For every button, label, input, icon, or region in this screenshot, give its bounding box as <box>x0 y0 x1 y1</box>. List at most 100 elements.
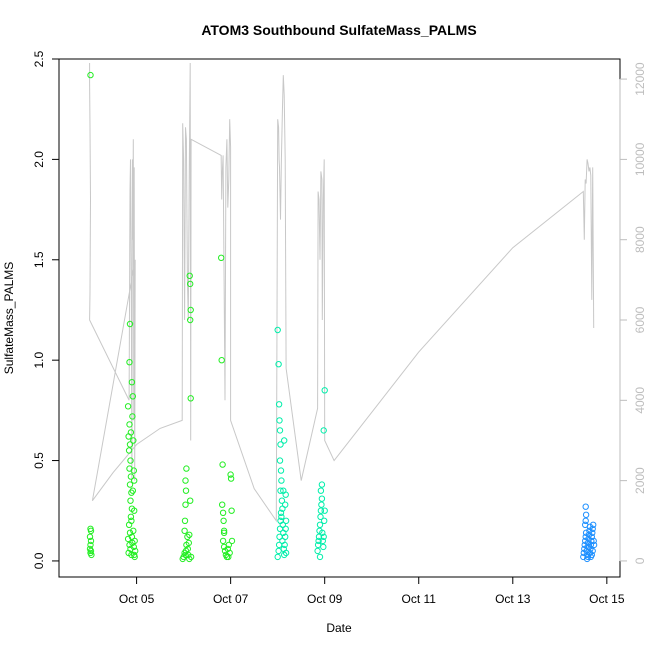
x-axis-label: Date <box>326 621 352 635</box>
data-point <box>277 441 284 448</box>
y2-tick-label: 0 <box>633 557 647 564</box>
x-tick-label: Oct 07 <box>213 592 249 606</box>
data-point <box>128 533 136 540</box>
data-point <box>275 401 283 408</box>
x-tick-label: Oct 09 <box>307 592 343 606</box>
y2-tick-label: 10000 <box>633 142 647 176</box>
data-point <box>127 497 134 504</box>
data-point <box>187 395 194 402</box>
data-point <box>127 473 135 480</box>
data-point <box>128 517 135 524</box>
x-tick-label: Oct 05 <box>119 592 155 606</box>
data-point <box>186 272 193 279</box>
data-point <box>127 429 135 436</box>
data-point <box>316 553 324 561</box>
data-point <box>590 521 597 528</box>
y-tick-label: 1.0 <box>32 351 46 368</box>
scatter-points <box>86 71 598 563</box>
data-point <box>129 539 136 547</box>
data-point <box>126 441 134 448</box>
data-point <box>126 359 133 366</box>
data-point <box>589 529 596 536</box>
data-point <box>277 487 284 494</box>
secondary-series <box>89 62 595 523</box>
data-point <box>589 525 596 532</box>
data-point <box>282 517 290 524</box>
data-point <box>126 320 134 328</box>
data-point <box>182 501 189 508</box>
y-tick-label: 0.5 <box>32 452 46 469</box>
data-point <box>124 403 132 410</box>
data-point <box>227 475 235 482</box>
data-point <box>282 525 289 532</box>
x-tick-label: Oct 15 <box>589 592 625 606</box>
data-point <box>127 513 135 520</box>
data-point <box>130 467 138 474</box>
data-point <box>219 537 227 545</box>
data-point <box>87 71 94 79</box>
data-point <box>276 457 284 464</box>
data-point <box>282 533 289 540</box>
data-point <box>281 541 288 549</box>
data-point <box>317 507 325 514</box>
data-point <box>321 507 328 514</box>
data-point <box>275 361 282 368</box>
data-point <box>218 254 225 261</box>
data-point <box>314 547 321 555</box>
data-point <box>317 487 325 494</box>
data-point <box>126 481 134 488</box>
data-point <box>220 529 228 536</box>
data-point <box>86 533 94 540</box>
y-axis-label: SulfateMass_PALMS <box>2 262 16 375</box>
data-point <box>315 533 323 540</box>
data-point <box>587 553 594 561</box>
data-point <box>321 517 328 524</box>
data-point <box>132 547 139 555</box>
data-point <box>281 437 288 444</box>
data-point <box>582 503 589 510</box>
y-tick-label: 2.5 <box>32 50 46 67</box>
data-point <box>183 465 190 472</box>
data-point <box>87 541 94 549</box>
data-point <box>225 541 233 549</box>
data-point <box>320 543 327 551</box>
x-tick-label: Oct 11 <box>402 592 437 606</box>
data-point <box>128 551 135 559</box>
y2-tick-label: 12000 <box>633 62 647 96</box>
data-point <box>126 529 134 536</box>
chart-title: ATOM3 Southbound SulfateMass_PALMS <box>201 22 476 38</box>
data-point <box>318 495 326 502</box>
data-point <box>586 549 594 557</box>
data-point <box>130 527 137 534</box>
data-point <box>129 393 137 400</box>
data-point <box>582 517 589 524</box>
data-point <box>275 547 282 555</box>
data-point <box>580 553 587 561</box>
data-point <box>278 513 285 520</box>
data-point <box>87 527 95 534</box>
data-point <box>220 517 227 524</box>
y-tick-label: 0.0 <box>32 552 46 569</box>
data-point <box>318 501 325 508</box>
data-point <box>320 427 327 434</box>
data-point <box>130 543 138 551</box>
secondary-series-line <box>89 62 595 523</box>
data-point <box>219 461 226 468</box>
data-point <box>187 553 195 561</box>
data-point <box>590 537 597 545</box>
data-point <box>219 509 227 516</box>
data-point <box>582 511 590 518</box>
data-point <box>126 421 133 428</box>
data-point <box>182 487 190 494</box>
data-point <box>228 507 235 514</box>
data-point <box>276 427 284 434</box>
data-point <box>131 553 138 561</box>
y-tick-label: 1.5 <box>32 251 46 268</box>
data-point <box>181 527 188 534</box>
data-point <box>277 509 285 516</box>
data-point <box>315 537 322 545</box>
data-point <box>228 537 236 545</box>
data-point <box>318 481 326 488</box>
